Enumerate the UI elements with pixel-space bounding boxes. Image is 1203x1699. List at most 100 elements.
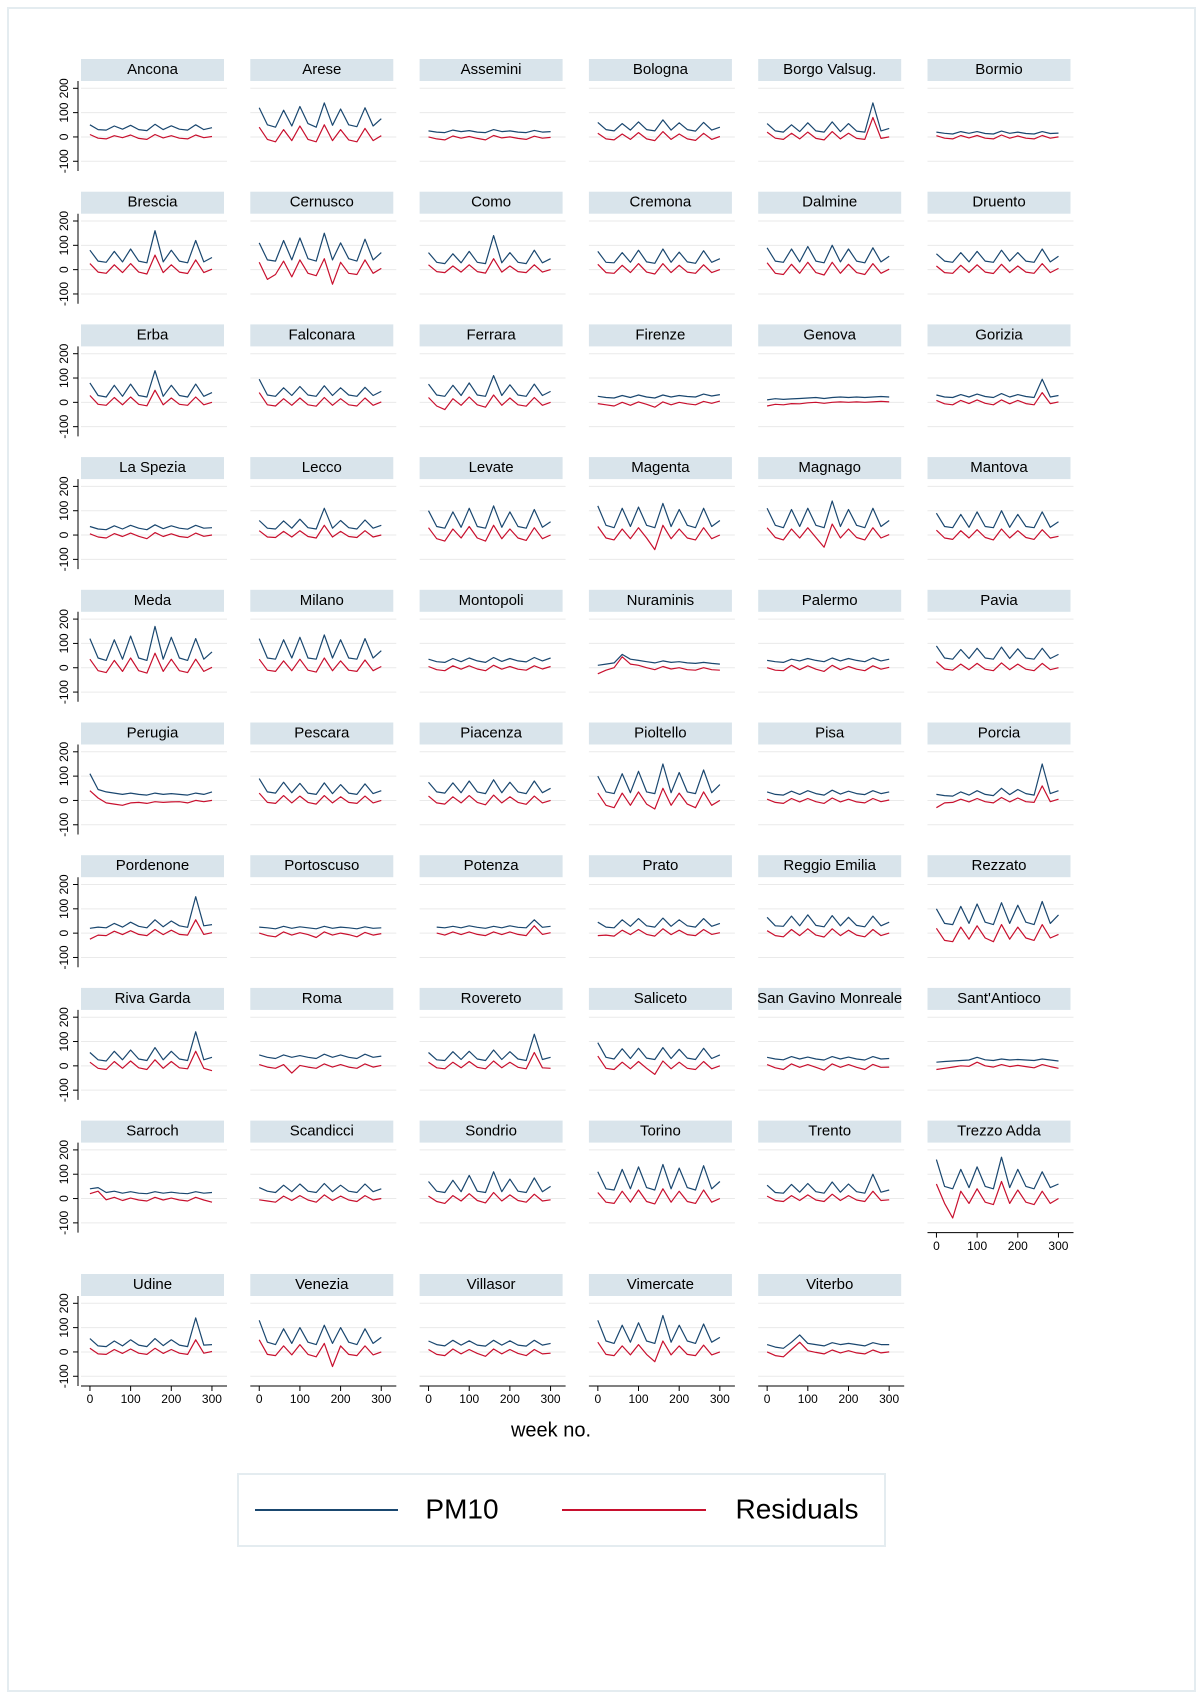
panel-title: Montopoli: [459, 592, 524, 609]
panel-title: Pavia: [980, 592, 1018, 609]
series-line: [597, 1163, 721, 1191]
panel-title: Palermo: [802, 592, 858, 609]
x-tick-label: 0: [256, 1392, 263, 1406]
series-line: [936, 248, 1059, 263]
series-line: [89, 773, 213, 796]
series-line: [89, 532, 213, 540]
panel-title: San Gavino Monreale: [757, 990, 902, 1007]
series-line: [258, 778, 382, 795]
series-line: [259, 1194, 382, 1203]
panel-strip: [588, 589, 732, 612]
series-line: [89, 133, 213, 140]
x-tick-label: 300: [879, 1392, 899, 1406]
y-tick-label: 100: [57, 368, 71, 388]
panel-strip: [81, 457, 224, 480]
panel-strip: [927, 191, 1071, 214]
x-tick-label: 300: [202, 1392, 222, 1406]
panel-title: Pisa: [815, 724, 845, 741]
panel-strip: [250, 191, 394, 214]
panel-title: La Spezia: [119, 459, 186, 476]
panel-title: Bormio: [975, 61, 1023, 78]
panel-strip: [758, 457, 902, 480]
panel-title: Trezzo Adda: [957, 1123, 1041, 1140]
panel-title: Gorizia: [975, 326, 1023, 343]
series-line: [936, 661, 1059, 672]
x-tick-label: 100: [798, 1392, 818, 1406]
series-line: [935, 1156, 1059, 1190]
y-tick-label: 100: [57, 898, 71, 918]
x-tick-label: 300: [1048, 1239, 1068, 1253]
series-line: [258, 657, 382, 673]
y-tick-label: 100: [57, 500, 71, 520]
panel-strip: [250, 1120, 394, 1143]
panel-title: Rovereto: [461, 990, 522, 1007]
series-line: [428, 664, 551, 672]
y-tick-label: 0: [57, 664, 71, 671]
x-tick-label: 200: [1008, 1239, 1028, 1253]
panel-strip: [588, 987, 732, 1010]
panel-strip: [419, 59, 563, 81]
y-tick-label: 0: [57, 1062, 71, 1069]
y-tick-label: -100: [57, 945, 71, 969]
panel-strip: [419, 855, 563, 878]
series-line: [89, 896, 213, 929]
y-tick-label: -100: [57, 414, 71, 438]
y-tick-label: 200: [57, 1140, 71, 1160]
y-tick-label: 100: [57, 633, 71, 653]
y-tick-label: 200: [57, 476, 71, 496]
panel-strip: [419, 1274, 563, 1296]
series-line: [428, 258, 551, 274]
series-line: [428, 656, 551, 663]
y-tick-label: 0: [57, 1348, 71, 1355]
y-tick-label: 0: [57, 1195, 71, 1202]
panel-strip: [250, 589, 394, 612]
panel-title: Arese: [302, 61, 341, 78]
series-line: [766, 914, 890, 928]
x-tick-label: 0: [87, 1392, 94, 1406]
panel-title: Pioltello: [634, 724, 687, 741]
panel-strip: [81, 722, 224, 745]
panel-strip: [588, 457, 732, 480]
series-line: [89, 524, 213, 531]
panel-title: Venezia: [295, 1276, 349, 1293]
y-tick-label: -100: [57, 1078, 71, 1102]
y-tick-label: 0: [57, 531, 71, 538]
panel-strip: [419, 457, 563, 480]
series-line: [936, 378, 1059, 399]
series-line: [428, 235, 551, 265]
panel-strip: [758, 191, 902, 214]
series-line: [935, 645, 1059, 660]
y-tick-label: 200: [57, 609, 71, 629]
x-tick-label: 300: [710, 1392, 730, 1406]
series-line: [597, 248, 721, 264]
series-line: [766, 261, 890, 276]
series-line: [597, 787, 721, 810]
series-line: [89, 389, 213, 407]
series-line: [597, 1188, 721, 1205]
series-line: [936, 763, 1059, 797]
panel-strip: [81, 855, 224, 878]
panel-title: Villasor: [467, 1276, 516, 1293]
panel-title: Brescia: [127, 194, 178, 211]
panel-strip: [588, 59, 732, 81]
y-tick-label: -100: [57, 812, 71, 836]
panel-title: Magenta: [631, 459, 690, 476]
panel-title: Pordenone: [116, 857, 189, 874]
series-line: [428, 1348, 551, 1357]
panel-title: Perugia: [127, 724, 179, 741]
panel-title: Reggio Emilia: [783, 857, 876, 874]
series-line: [258, 378, 382, 397]
y-tick-label: 100: [57, 102, 71, 122]
panel-title: Vimercate: [627, 1276, 694, 1293]
series-line: [436, 925, 551, 937]
series-line: [935, 528, 1059, 541]
series-line: [597, 393, 721, 399]
x-tick-label: 300: [541, 1392, 561, 1406]
panel-title: Porcia: [978, 724, 1021, 741]
y-tick-label: -100: [57, 680, 71, 704]
legend-label: PM10: [425, 1493, 498, 1524]
series-line: [597, 763, 721, 795]
series-line: [89, 1190, 213, 1203]
series-line: [936, 1056, 1059, 1063]
panel-strip: [927, 324, 1071, 347]
